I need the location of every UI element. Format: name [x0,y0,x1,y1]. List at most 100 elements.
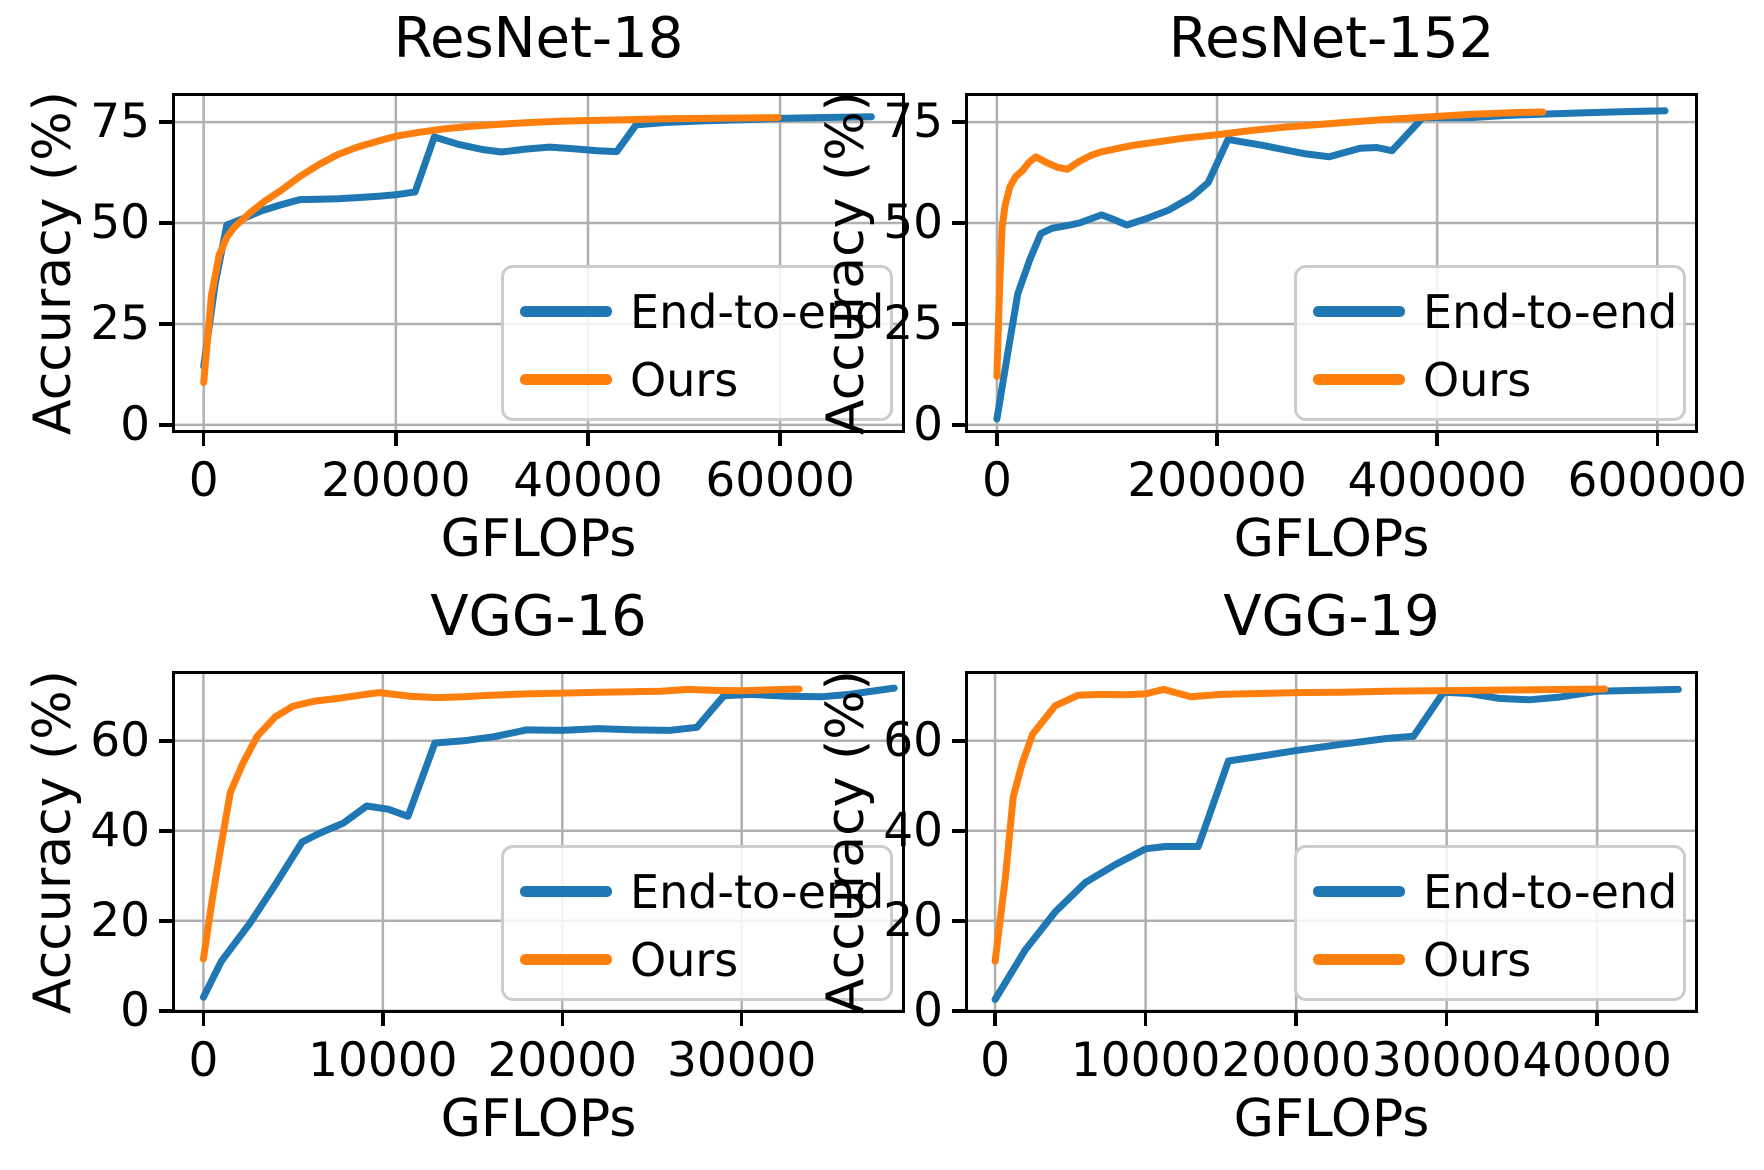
x-tick-mark [1294,1013,1298,1026]
legend-label: End-to-end [630,865,885,919]
x-tick-mark [1444,1013,1449,1026]
y-tick-mark [952,1009,965,1013]
y-tick-label: 40 [90,802,150,858]
legend-swatch-end-to-end [520,886,612,897]
y-tick-mark [159,322,172,326]
legend-swatch-ours [520,374,612,385]
legend-label: End-to-end [1423,285,1678,339]
legend-label: End-to-end [1423,865,1678,919]
x-tick-label: 20000 [321,453,471,508]
x-tick-label: 10000 [1070,1033,1221,1088]
y-tick-mark [159,739,172,743]
y-tick-label: 0 [913,396,943,452]
y-tick-label: 0 [120,396,150,452]
plot-border [965,93,1698,433]
x-axis-label: GFLOPs [440,1089,637,1149]
y-axis-label: Accuracy (%) [23,91,83,435]
x-tick-mark [1143,1013,1148,1026]
x-tick-label: 0 [188,453,219,508]
x-tick-label: 0 [981,453,1012,508]
legend-row: End-to-end [1297,862,1683,919]
x-tick-mark [394,433,398,446]
y-tick-label: 20 [90,892,150,948]
x-axis-label: GFLOPs [1233,509,1430,569]
legend-row: Ours [504,350,890,407]
y-axis-label: Accuracy (%) [23,670,83,1014]
y-tick-label: 60 [883,712,943,768]
legend-swatch-end-to-end [1313,886,1405,897]
line-end-to-end [991,685,1682,1003]
x-tick-mark [1435,433,1439,446]
y-tick-mark [159,120,172,124]
chart-title-resnet-18: ResNet-18 [393,6,684,71]
y-tick-label: 25 [883,295,943,351]
y-axis-label: Accuracy (%) [816,670,876,1014]
y-tick-mark [159,919,172,923]
x-tick-mark [381,1013,385,1026]
x-tick-label: 0 [188,1033,219,1088]
chart-title-vgg-16: VGG-16 [430,584,647,649]
y-tick-label: 20 [883,892,943,948]
x-tick-mark [201,433,206,446]
x-tick-mark [1655,433,1660,446]
y-axis-label: Accuracy (%) [816,91,876,435]
x-tick-label: 600000 [1567,453,1747,508]
x-tick-label: 10000 [308,1033,458,1088]
x-tick-label: 0 [980,1033,1011,1088]
x-axis-label: GFLOPs [1233,1089,1430,1149]
y-tick-label: 60 [90,712,150,768]
x-tick-label: 40000 [513,453,663,508]
legend-row: End-to-end [1297,282,1683,339]
y-tick-label: 50 [883,195,943,251]
x-tick-mark [1215,433,1219,446]
legend-row: Ours [504,930,890,987]
line-ours [993,108,1547,380]
y-tick-label: 75 [883,94,943,150]
x-tick-mark [739,1013,744,1026]
legend-row: Ours [1297,930,1683,987]
legend: End-to-end Ours [1294,265,1686,421]
y-tick-mark [952,919,965,923]
legend: End-to-end Ours [501,265,893,421]
x-tick-mark [995,433,999,446]
y-tick-mark [952,120,965,124]
y-tick-mark [952,423,965,427]
x-tick-mark [560,1013,565,1026]
legend-swatch-end-to-end [520,306,612,317]
y-tick-mark [952,829,965,833]
legend-swatch-ours [1313,374,1405,385]
x-tick-label: 30000 [666,1033,817,1088]
legend-swatch-end-to-end [1313,306,1405,317]
legend-row: End-to-end [504,862,890,919]
chart-title-resnet-152: ResNet-152 [1168,6,1495,71]
y-tick-mark [159,423,172,427]
plot-border [965,671,1698,1013]
x-tick-mark [586,433,590,446]
y-tick-label: 50 [90,195,150,251]
y-tick-mark [159,221,172,225]
x-axis-label: GFLOPs [440,509,637,569]
legend: End-to-end Ours [501,845,893,1001]
plot-area-vgg-19 [965,671,1698,1013]
y-tick-mark [952,322,965,326]
y-tick-mark [159,829,172,833]
legend-swatch-ours [1313,954,1405,965]
x-tick-label: 60000 [705,453,855,508]
x-tick-label: 200000 [1127,453,1307,508]
x-tick-mark [201,1013,206,1026]
x-tick-label: 40000 [1522,1033,1672,1088]
y-tick-mark [952,221,965,225]
y-tick-label: 40 [883,802,943,858]
y-tick-label: 0 [120,982,150,1038]
x-tick-label: 20000 [487,1033,638,1088]
plot-border [172,671,905,1013]
x-tick-label: 400000 [1347,453,1527,508]
legend-label: Ours [1423,353,1532,407]
x-tick-mark [1595,1013,1599,1026]
y-tick-label: 75 [90,94,150,150]
legend-row: End-to-end [504,282,890,339]
x-tick-mark [993,1013,997,1026]
line-ours [199,685,803,963]
legend-swatch-ours [520,954,612,965]
